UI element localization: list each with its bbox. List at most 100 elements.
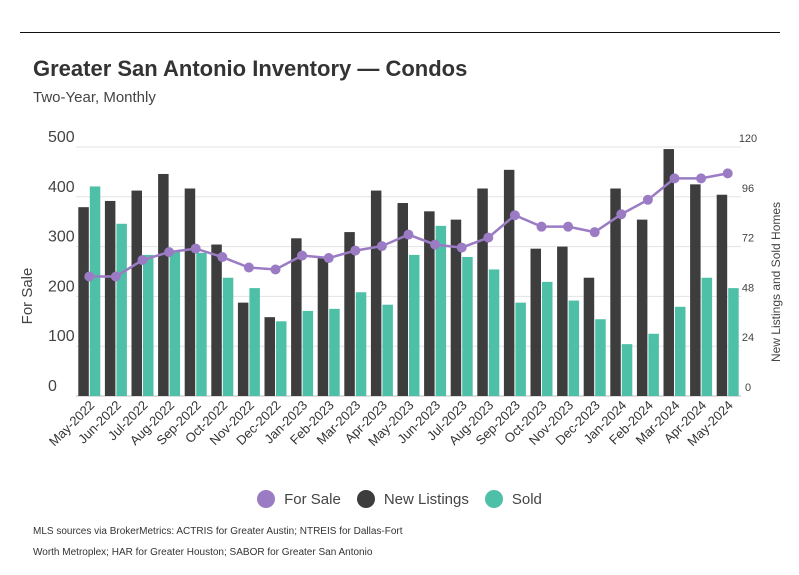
y2-axis-ticks: 0 24 48 72 96 120 (739, 133, 757, 394)
new-listings-bar (663, 149, 674, 396)
for-sale-point (110, 271, 121, 282)
new-listings-bar (397, 203, 408, 396)
for-sale-point (270, 264, 281, 275)
for-sale-point (563, 221, 574, 232)
new-listings-bar (184, 188, 196, 396)
for-sale-point (456, 242, 467, 253)
for-sale-point (84, 271, 95, 282)
sold-bar (382, 304, 393, 396)
top-rule (20, 32, 780, 33)
y2-tick-label: 72 (742, 233, 754, 245)
for-sale-point (376, 241, 387, 252)
y-tick-label: 300 (48, 229, 75, 246)
new-listings-bar (158, 173, 169, 396)
for-sale-point (137, 255, 148, 266)
new-listings-bar (317, 256, 329, 396)
sold-bar (116, 223, 127, 396)
new-listings-bar (477, 188, 488, 396)
sold-bar (675, 306, 686, 396)
legend-label-sold: Sold (511, 490, 542, 508)
legend-item-new-listings: New Listings (356, 490, 469, 508)
y-axis-ticks: 0 100 200 300 400 500 (48, 129, 75, 395)
for-sale-point (350, 245, 361, 256)
for-sale-line (84, 168, 733, 282)
sold-bar (196, 252, 207, 396)
legend: For Sale New Listings Sold (0, 488, 799, 510)
sold-bar (542, 281, 553, 396)
sold-bar (143, 254, 154, 396)
for-sale-point (243, 262, 254, 273)
for-sale-point (164, 247, 175, 258)
new-listings-bar (291, 238, 302, 396)
legend-item-sold: Sold (484, 490, 542, 508)
for-sale-point (430, 239, 441, 250)
y2-tick-label: 96 (742, 183, 754, 195)
for-sale-point (616, 209, 627, 220)
new-listings-bar (530, 248, 541, 396)
y2-tick-label: 48 (742, 282, 754, 294)
new-listings-bar (557, 246, 568, 396)
y2-tick-label: 0 (745, 382, 751, 394)
for-sale-point (589, 227, 600, 238)
sold-bar (276, 321, 287, 396)
sold-bar (701, 277, 713, 396)
y-tick-label: 200 (48, 278, 75, 295)
new-listings-bar (610, 188, 621, 396)
y-tick-label: 400 (48, 179, 75, 196)
y2-tick-label: 120 (739, 133, 757, 145)
for-sale-point (509, 210, 520, 221)
new-listings-bar (583, 277, 595, 396)
y-tick-label: 0 (48, 378, 57, 395)
sold-bar (488, 269, 500, 396)
new-listings-bar (716, 194, 728, 396)
new-listings-bar (131, 190, 142, 396)
sold-bar (515, 302, 526, 396)
new-listings-bar (424, 211, 435, 396)
chart-title: Greater San Antonio Inventory — Condos (33, 56, 468, 81)
y2-axis-label: New Listings and Sold Homes (769, 202, 783, 362)
sold-bar (621, 344, 633, 396)
for-sale-point (190, 243, 201, 254)
legend-item-for-sale: For Sale (257, 490, 341, 508)
for-sale-point (297, 250, 308, 261)
legend-label-new-listings: New Listings (383, 490, 469, 508)
sold-bar (435, 225, 447, 396)
for-sale-point (536, 221, 547, 232)
y-tick-label: 100 (48, 328, 75, 345)
y-axis-label: For Sale (19, 268, 36, 325)
for-sale-swatch (257, 490, 276, 508)
new-listings-bar (370, 190, 382, 396)
new-listings-bar (211, 244, 222, 396)
sold-bar (648, 333, 659, 396)
sold-swatch (484, 490, 503, 508)
legend-label-for-sale: For Sale (284, 490, 341, 508)
new-listings-bar (78, 207, 89, 396)
sold-bar (329, 308, 340, 396)
sold-bar (302, 310, 314, 396)
sold-bar (249, 288, 260, 396)
for-sale-point (217, 252, 228, 263)
new-listings-bar (450, 219, 462, 396)
for-sale-point (403, 229, 414, 240)
sold-bar (355, 292, 367, 396)
new-listings-bar (104, 200, 116, 396)
sold-bar (728, 288, 739, 396)
for-sale-point (323, 253, 334, 264)
for-sale-point (669, 173, 680, 184)
new-listings-bar (503, 169, 515, 396)
source-note: MLS sources via BrokerMetrics: ACTRIS fo… (33, 526, 403, 558)
sold-bar (89, 186, 101, 396)
for-sale-point (642, 194, 653, 205)
new-listings-bar (636, 219, 648, 396)
x-axis-ticks: May-2022Jun-2022Jul-2022Aug-2022Sep-2022… (46, 398, 736, 449)
for-sale-point (483, 232, 494, 243)
sold-bar (409, 254, 420, 396)
new-listings-swatch (356, 490, 375, 508)
new-listings-bar (344, 232, 355, 396)
chart-subtitle: Two-Year, Monthly (33, 89, 156, 106)
sold-bar (169, 250, 181, 396)
new-listings-bar (690, 184, 701, 396)
sold-bar (462, 256, 473, 396)
new-listings-bar (264, 317, 275, 396)
